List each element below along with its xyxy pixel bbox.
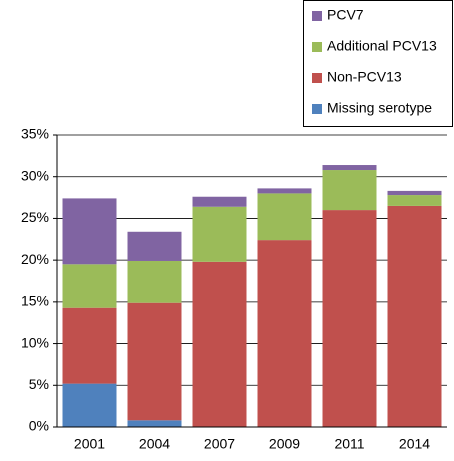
x-tick-label: 2007: [204, 436, 235, 452]
x-tick-label: 2011: [334, 436, 364, 452]
bar-segment: [257, 193, 312, 241]
bar-segment: [257, 240, 312, 427]
bar-segment: [387, 190, 442, 196]
y-tick-label: 30%: [21, 167, 49, 183]
legend-swatch: [312, 42, 322, 52]
x-tick-label: 2001: [74, 436, 105, 452]
y-tick-label: 20%: [21, 251, 49, 267]
bar-segment: [387, 205, 442, 427]
legend-label: PCV7: [327, 7, 364, 23]
legend-swatch: [312, 73, 322, 83]
y-tick-label: 10%: [21, 334, 49, 350]
bar-segment: [62, 198, 117, 265]
bar-segment: [192, 206, 247, 262]
bar-segment: [127, 420, 182, 427]
bar-segment: [257, 188, 312, 194]
x-tick-label: 2014: [399, 436, 430, 452]
bar-segment: [322, 210, 377, 427]
bar-segment: [127, 231, 182, 261]
legend-label: Non-PCV13: [327, 69, 402, 85]
bar-segment: [127, 302, 182, 421]
y-tick-label: 15%: [21, 293, 49, 309]
y-tick-label: 5%: [29, 376, 49, 392]
bar-segment: [62, 383, 117, 427]
y-tick-label: 35%: [21, 126, 49, 142]
bar-segment: [62, 307, 117, 384]
bar-segment: [62, 264, 117, 308]
legend-box: [303, 0, 453, 127]
bar-segment: [192, 261, 247, 427]
legend-label: Additional PCV13: [327, 38, 437, 54]
bar-segment: [322, 165, 377, 171]
y-tick-label: 25%: [21, 209, 49, 225]
y-tick-label: 0%: [29, 418, 49, 434]
x-tick-label: 2004: [139, 436, 170, 452]
bar-segment: [387, 195, 442, 206]
legend-swatch: [312, 11, 322, 21]
bar-segment: [192, 196, 247, 207]
x-tick-label: 2009: [269, 436, 300, 452]
legend-swatch: [312, 104, 322, 114]
bar-segment: [127, 260, 182, 303]
bar-segment: [322, 170, 377, 211]
legend-label: Missing serotype: [327, 100, 432, 116]
